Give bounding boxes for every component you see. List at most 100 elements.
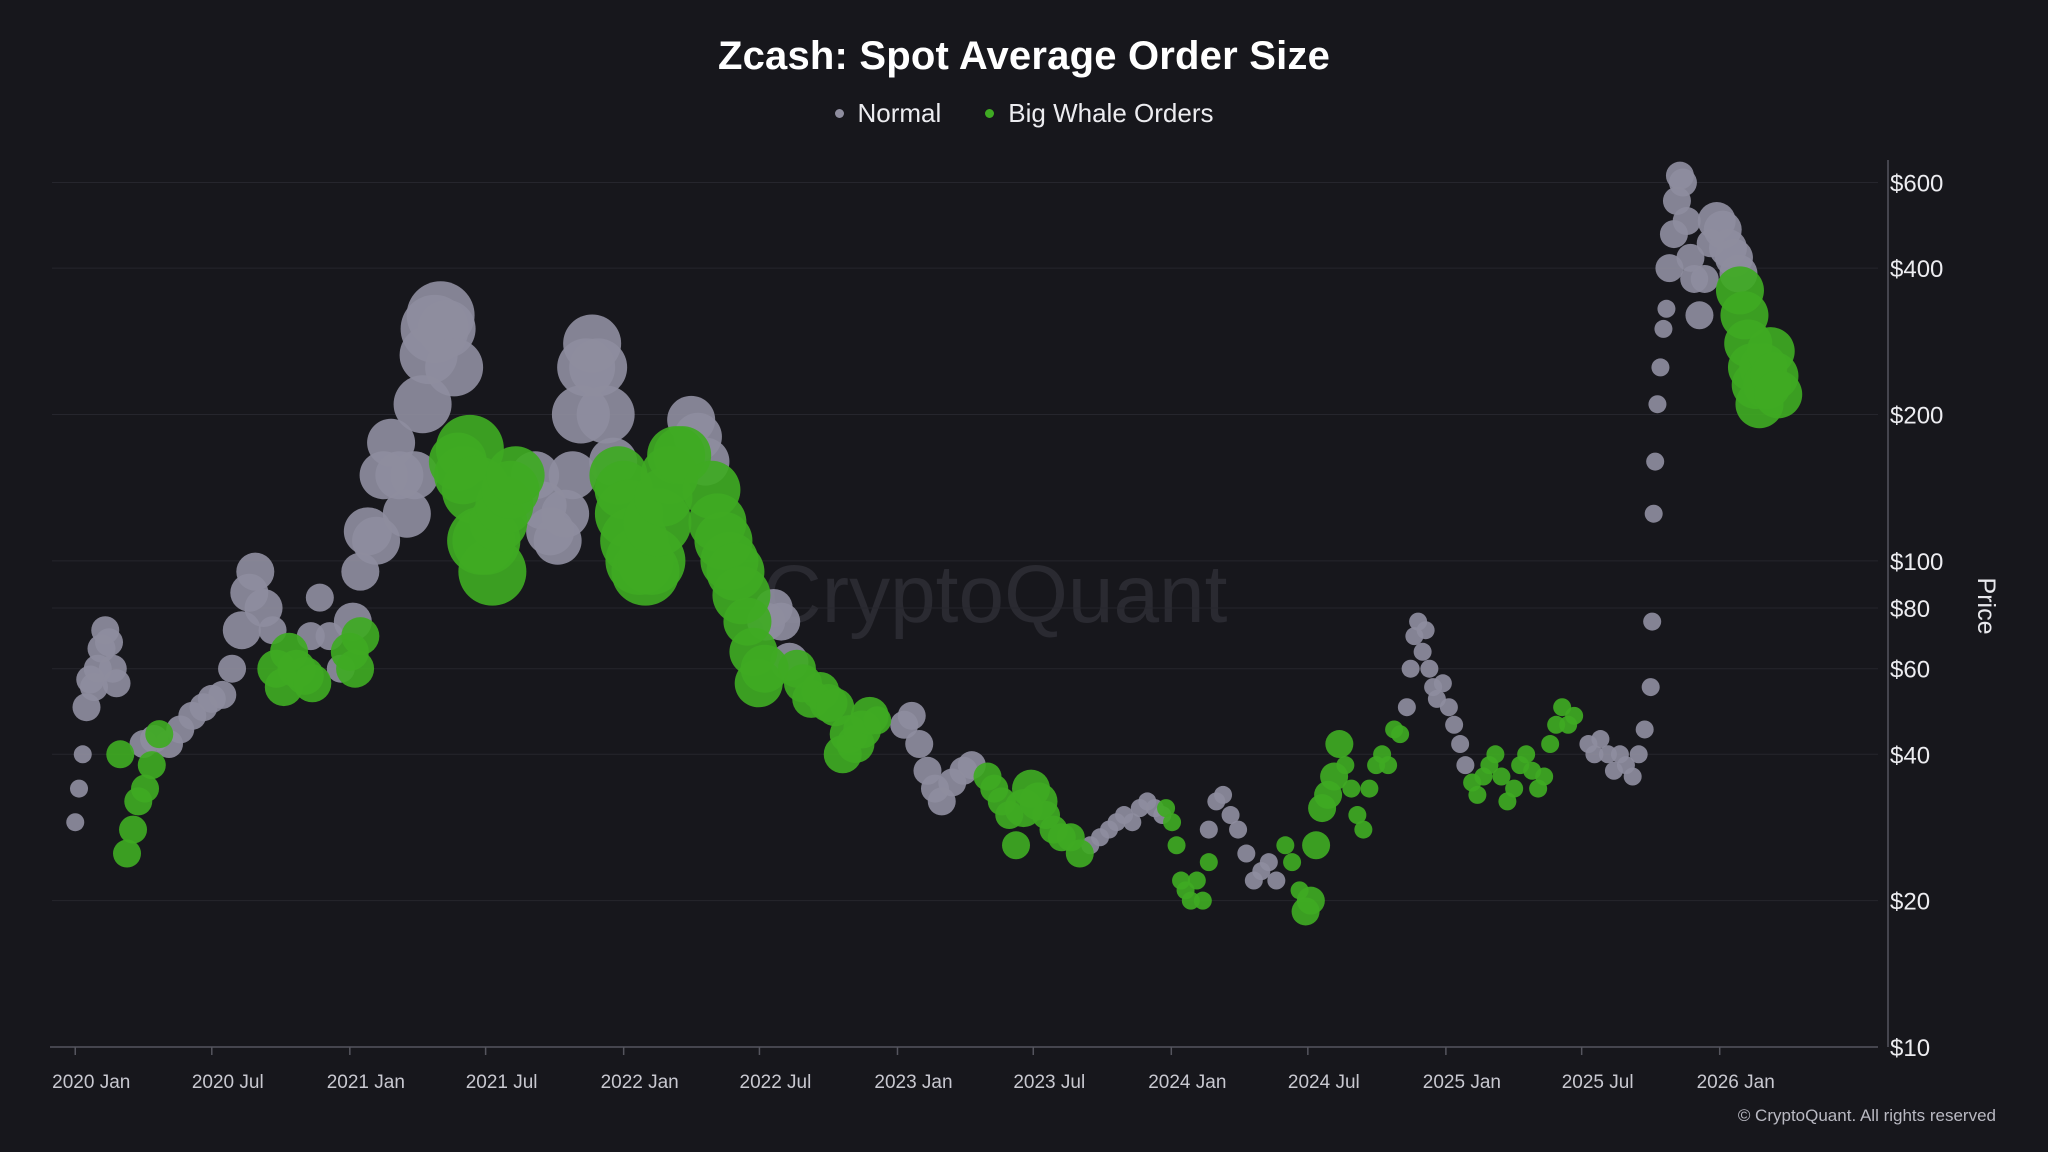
normal-point [1676,243,1705,272]
normal-point [305,583,334,612]
series-normal [66,161,1758,890]
big-whale-order-point [113,839,142,868]
x-tick-label: 2021 Jan [327,1072,405,1093]
legend-marker-big-whale-orders [985,109,995,118]
big-whale-order-point [1193,891,1212,910]
big-whale-order-point [458,537,527,606]
big-whale-order-point [1157,799,1176,818]
normal-point [1648,395,1667,414]
big-whale-order-point [863,706,892,735]
normal-point [569,338,628,397]
big-whale-order-point [1391,725,1410,744]
normal-point [1657,299,1676,318]
normal-point [102,669,131,698]
x-tick-label: 2022 Jan [601,1072,679,1093]
normal-point [1591,730,1610,749]
big-whale-order-point [1276,836,1295,855]
normal-point [1623,767,1642,786]
big-whale-order-point [1535,767,1554,786]
big-whale-order-point [1342,779,1361,798]
big-whale-order-point [1468,785,1487,804]
normal-point [1651,358,1670,377]
big-whale-order-point [1379,756,1398,775]
normal-point [1668,168,1697,197]
legend-label-big-whale-orders: Big Whale Orders [1008,98,1214,128]
normal-point [208,680,237,709]
big-whale-order-point [1283,853,1302,872]
normal-point [1641,678,1660,697]
x-tick-label: 2026 Jan [1697,1072,1775,1093]
normal-point [1654,319,1673,338]
big-whale-order-point [341,617,380,656]
normal-point [1635,720,1654,739]
normal-point [1259,853,1278,872]
normal-point [352,516,401,565]
normal-point [1690,264,1719,293]
big-whale-order-point [336,649,375,688]
big-whale-order-point [1187,871,1206,890]
legend-label-normal: Normal [857,98,942,128]
axes: $10 $20 $40 $60 $80 $100 $200 $400 $600 2020 Jan 2… [50,160,1943,1093]
big-whale-order-point [145,720,174,749]
normal-point [1433,674,1452,693]
y-tick-label: $10 [1890,1035,1930,1062]
normal-point [73,745,92,764]
big-whale-order-point [1541,735,1560,754]
y-tick-label: $100 [1890,549,1943,576]
normal-point [1672,207,1701,236]
normal-point [1445,715,1464,734]
normal-point [897,701,926,730]
normal-point [1643,612,1662,631]
big-whale-order-point [1302,831,1331,860]
y-tick-label: $400 [1890,256,1943,283]
y-tick-label: $80 [1890,596,1930,623]
legend-item-normal[interactable]: Normal [834,98,942,129]
big-whale-order-point [1336,756,1355,775]
normal-point [1655,254,1684,283]
big-whale-order-point [106,740,135,769]
x-tick-label: 2020 Jul [192,1072,264,1093]
y-tick-label: $20 [1890,889,1930,916]
normal-point [1214,785,1233,804]
big-whale-order-point [1565,706,1584,725]
series-big-whale-orders [106,266,1803,926]
normal-point [218,654,247,683]
big-whale-order-point [1163,813,1182,832]
watermark-text: CryptoQuant [763,549,1228,640]
normal-point [1585,745,1604,764]
normal-point [1629,745,1648,764]
y-tick-label: $200 [1890,403,1943,430]
normal-point [66,813,85,832]
normal-point [762,602,801,641]
normal-point [1416,621,1435,640]
x-tick-label: 2025 Jan [1423,1072,1501,1093]
normal-point [1456,756,1475,775]
legend-item-big-whale-orders[interactable]: Big Whale Orders [985,98,1213,129]
normal-point [95,628,124,657]
big-whale-order-point [293,664,332,703]
y-tick-label: $40 [1890,742,1930,769]
y-tick-label: $600 [1890,171,1943,198]
big-whale-order-point [1325,730,1354,759]
normal-point [1401,659,1420,678]
big-whale-order-point [1354,820,1373,839]
legend-marker-normal [834,109,844,118]
normal-point [1229,820,1248,839]
normal-point [236,552,275,591]
big-whale-order-point [137,751,166,780]
normal-point [1439,698,1458,717]
big-whale-order-point [1492,767,1511,786]
big-whale-order-point [119,815,148,844]
big-whale-order-point [740,644,789,693]
normal-point [425,338,484,397]
big-whale-order-point [1754,370,1803,419]
normal-point [1413,642,1432,661]
chart-title: Zcash: Spot Average Order Size [717,34,1331,78]
big-whale-order-point [1065,839,1094,868]
x-tick-label: 2024 Jan [1148,1072,1226,1093]
big-whale-order-point [1167,836,1186,855]
x-tick-label: 2023 Jul [1013,1072,1085,1093]
big-whale-order-point [486,446,545,505]
big-whale-order-point [1505,779,1524,798]
